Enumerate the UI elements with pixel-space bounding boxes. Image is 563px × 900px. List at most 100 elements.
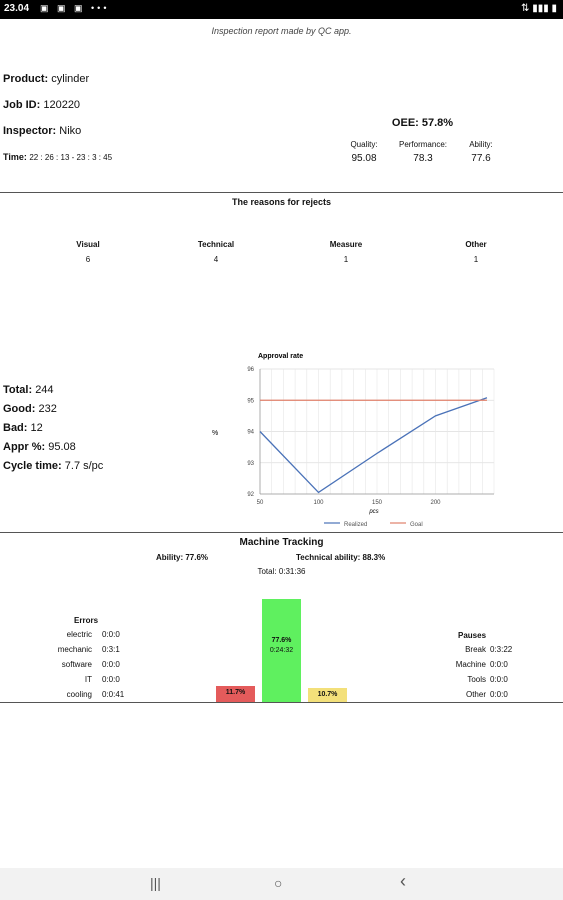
stat-approval-label: Appr %:	[3, 441, 46, 453]
divider	[0, 532, 563, 533]
error-label: cooling	[66, 690, 92, 699]
pause-label: Break	[465, 645, 486, 654]
quality-label: Quality:	[350, 140, 378, 149]
pause-value: 0:0:0	[490, 675, 508, 684]
error-label: mechanic	[57, 645, 92, 654]
chart-x-tick: 100	[313, 500, 324, 506]
error-label: electric	[66, 630, 92, 639]
tracking-total: Total: 0:31:36	[257, 567, 306, 576]
reject-technical-label: Technical	[197, 240, 235, 249]
report-subtitle: Inspection report made by QC app.	[211, 26, 352, 36]
reject-technical-value: 4	[213, 255, 219, 264]
job-id-row: Job ID: 120220	[3, 99, 80, 111]
pause-label: Machine	[455, 660, 486, 669]
bar-label: 10.7%	[317, 691, 338, 698]
chart-ylabel: %	[212, 430, 218, 437]
product-label: Product:	[3, 73, 49, 85]
chart-y-tick: 96	[247, 367, 254, 373]
time-row: Time: 22 : 26 : 13 - 23 : 3 : 45	[3, 152, 112, 162]
bar-label: 77.6%	[271, 637, 292, 644]
tracking-ability: Ability: 77.6%	[156, 553, 209, 562]
error-value: 0:0:41	[102, 690, 125, 699]
inspector-label: Inspector:	[3, 125, 57, 137]
performance-label: Performance:	[398, 140, 448, 149]
chart-x-tick: 150	[372, 500, 383, 506]
stat-good-label: Good:	[3, 403, 36, 415]
reject-visual-value: 6	[85, 255, 91, 264]
tracking-technical-ability: Technical ability: 88.3%	[296, 553, 386, 562]
stat-bad-label: Bad:	[3, 422, 28, 434]
error-value: 0:0:0	[102, 630, 120, 639]
stat-cycle-label: Cycle time:	[3, 460, 62, 472]
error-label: software	[61, 660, 92, 669]
stat-total: Total: 244	[3, 384, 54, 396]
reject-other-value: 1	[473, 255, 479, 264]
divider	[0, 702, 563, 703]
status-signal-icons: ⇅ ▮▮▮ ▮	[521, 3, 557, 14]
chart-series-realized-line	[259, 397, 488, 494]
navigation-bar: ||| ○ ‹	[0, 868, 563, 900]
pause-value: 0:0:0	[490, 690, 508, 699]
tracking-bar: 11.7%	[216, 686, 255, 702]
reject-measure-value: 1	[343, 255, 349, 264]
oee-title: OEE: 57.8%	[391, 117, 454, 129]
legend-realized-label: Realized	[344, 522, 367, 528]
stat-bad: Bad: 12	[3, 422, 43, 434]
legend-goal-label: Goal	[410, 522, 423, 528]
error-label: IT	[84, 675, 92, 684]
stat-cycle: Cycle time: 7.7 s/pc	[3, 460, 103, 472]
recent-apps-button[interactable]: |||	[150, 875, 161, 891]
ability-value: 77.6	[471, 153, 491, 164]
chart-y-tick: 94	[247, 430, 254, 436]
home-button[interactable]: ○	[274, 875, 283, 891]
tracking-title: Machine Tracking	[239, 537, 324, 548]
inspector-row: Inspector: Niko	[3, 125, 81, 137]
stat-approval-value: 95.08	[48, 441, 76, 453]
product-value: cylinder	[51, 73, 90, 85]
chart-x-tick: 50	[257, 500, 264, 506]
error-value: 0:3:1	[102, 645, 120, 654]
chart-y-tick: 95	[247, 398, 254, 404]
performance-value: 78.3	[413, 153, 433, 164]
job-id-label: Job ID:	[3, 99, 41, 111]
error-value: 0:0:0	[102, 675, 120, 684]
back-button[interactable]: ‹	[400, 871, 406, 891]
chart-legend: Realized Goal	[324, 522, 423, 528]
job-id-value: 120220	[43, 99, 81, 111]
chart-xlabel: pcs	[368, 509, 378, 515]
chart-y-tick: 92	[247, 492, 254, 498]
error-value: 0:0:0	[102, 660, 120, 669]
chart-title: Approval rate	[258, 353, 303, 360]
stat-total-label: Total:	[3, 384, 33, 396]
pauses-title: Pauses	[458, 631, 487, 640]
tracking-bar: 10.7%	[308, 688, 347, 702]
approval-rate-chart: Approval rate % pcs 92 93 94 95 96 50 100 150 20…	[212, 353, 495, 528]
stat-total-value: 244	[35, 384, 54, 396]
pause-value: 0:3:22	[490, 645, 513, 654]
divider	[0, 192, 563, 193]
pause-label: Other	[465, 690, 486, 699]
time-label: Time:	[3, 152, 27, 162]
product-row: Product: cylinder	[3, 73, 89, 85]
rejects-title: The reasons for rejects	[231, 197, 332, 207]
status-icons: ▣ ▣ ▣ •••	[40, 3, 110, 13]
reject-measure-label: Measure	[329, 240, 363, 249]
status-time: 23.04	[4, 3, 30, 14]
stat-cycle-value: 7.7 s/pc	[64, 460, 104, 472]
ability-label: Ability:	[469, 140, 493, 149]
reject-visual-label: Visual	[76, 240, 100, 249]
time-value: 22 : 26 : 13 - 23 : 3 : 45	[29, 153, 113, 162]
stat-approval: Appr %: 95.08	[3, 441, 76, 453]
stat-bad-value: 12	[30, 422, 43, 434]
chart-y-tick: 93	[247, 461, 254, 467]
status-bar: 23.04 ▣ ▣ ▣ ••• ⇅ ▮▮▮ ▮	[0, 0, 563, 19]
reject-other-label: Other	[465, 240, 487, 249]
stat-good: Good: 232	[3, 403, 57, 415]
bar-label: 11.7%	[225, 689, 246, 696]
pause-value: 0:0:0	[490, 660, 508, 669]
tracking-bar: 77.6% 0:24:32	[262, 599, 301, 702]
bar-sublabel: 0:24:32	[269, 647, 294, 654]
pause-label: Tools	[467, 675, 486, 684]
chart-x-tick: 200	[430, 500, 441, 506]
quality-value: 95.08	[351, 153, 377, 164]
